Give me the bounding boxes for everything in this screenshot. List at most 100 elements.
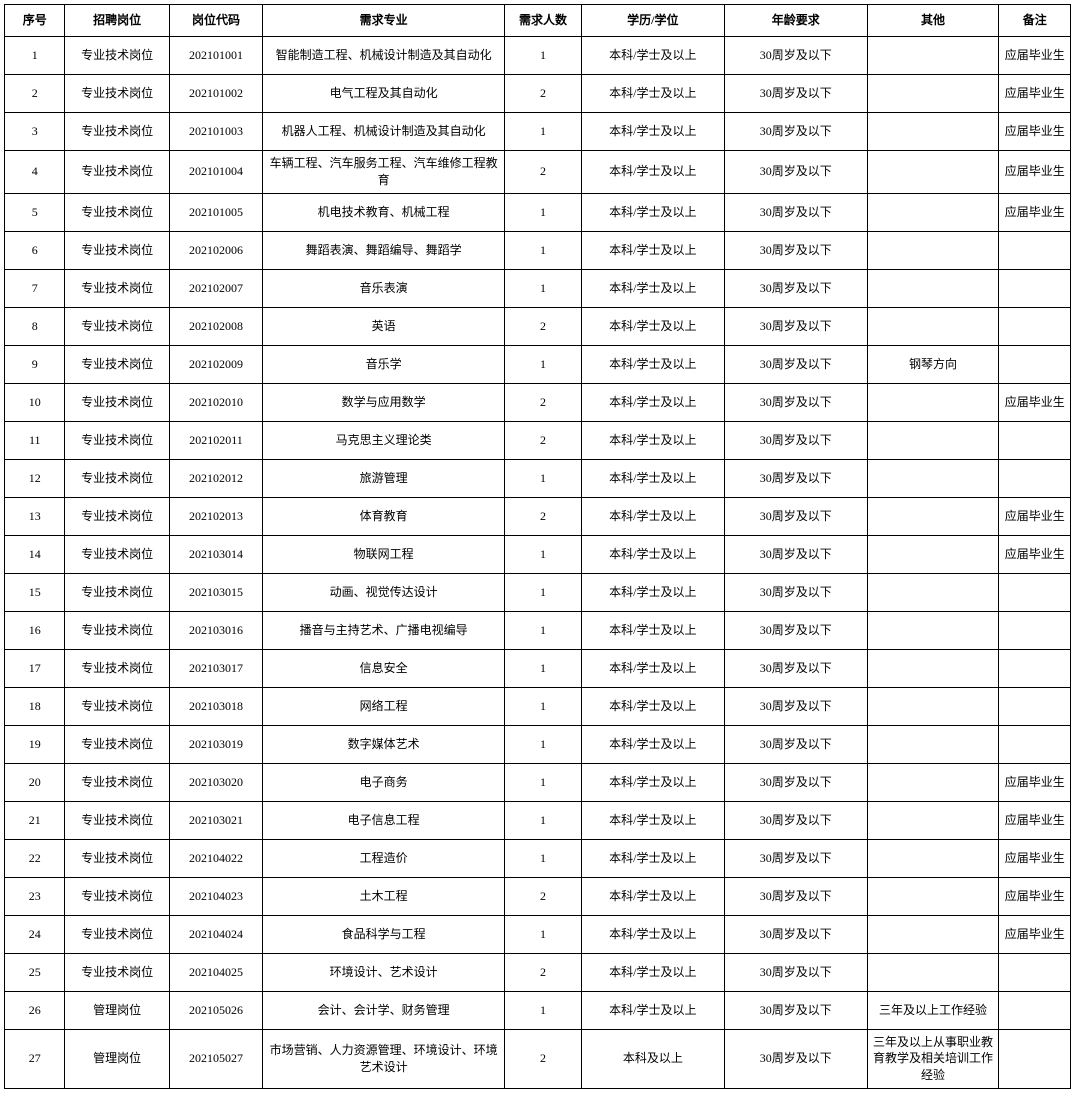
column-header: 招聘岗位	[65, 5, 169, 37]
table-cell: 本科/学士及以上	[581, 459, 724, 497]
table-row: 12专业技术岗位202102012旅游管理1本科/学士及以上30周岁及以下	[5, 459, 1071, 497]
table-cell: 专业技术岗位	[65, 649, 169, 687]
table-cell: 4	[5, 151, 65, 194]
table-cell: 专业技术岗位	[65, 953, 169, 991]
table-cell	[999, 649, 1071, 687]
table-cell: 专业技术岗位	[65, 307, 169, 345]
table-cell: 本科/学士及以上	[581, 497, 724, 535]
table-cell: 专业技术岗位	[65, 151, 169, 194]
table-cell: 1	[505, 649, 582, 687]
table-cell: 专业技术岗位	[65, 877, 169, 915]
table-cell: 本科/学士及以上	[581, 307, 724, 345]
table-cell: 202103015	[169, 573, 262, 611]
table-cell: 202103016	[169, 611, 262, 649]
table-cell: 30周岁及以下	[724, 801, 867, 839]
table-row: 13专业技术岗位202102013体育教育2本科/学士及以上30周岁及以下应届毕…	[5, 497, 1071, 535]
table-cell: 智能制造工程、机械设计制造及其自动化	[263, 37, 505, 75]
table-row: 27管理岗位202105027市场营销、人力资源管理、环境设计、环境艺术设计2本…	[5, 1029, 1071, 1088]
table-cell: 30周岁及以下	[724, 649, 867, 687]
table-cell: 舞蹈表演、舞蹈编导、舞蹈学	[263, 231, 505, 269]
table-cell: 本科/学士及以上	[581, 193, 724, 231]
table-cell: 202104022	[169, 839, 262, 877]
table-cell: 信息安全	[263, 649, 505, 687]
table-cell: 钢琴方向	[867, 345, 999, 383]
table-row: 8专业技术岗位202102008英语2本科/学士及以上30周岁及以下	[5, 307, 1071, 345]
table-cell: 应届毕业生	[999, 801, 1071, 839]
table-cell: 应届毕业生	[999, 763, 1071, 801]
table-cell: 应届毕业生	[999, 839, 1071, 877]
table-cell: 1	[505, 113, 582, 151]
table-cell	[867, 151, 999, 194]
table-cell: 1	[505, 535, 582, 573]
column-header: 备注	[999, 5, 1071, 37]
table-cell: 2	[505, 75, 582, 113]
table-cell	[867, 611, 999, 649]
table-cell: 车辆工程、汽车服务工程、汽车维修工程教育	[263, 151, 505, 194]
table-cell: 电子信息工程	[263, 801, 505, 839]
table-cell: 1	[505, 991, 582, 1029]
table-cell: 1	[505, 839, 582, 877]
table-cell: 202103020	[169, 763, 262, 801]
table-cell: 202102011	[169, 421, 262, 459]
table-cell: 专业技术岗位	[65, 459, 169, 497]
table-cell: 202102010	[169, 383, 262, 421]
table-cell: 专业技术岗位	[65, 611, 169, 649]
table-cell: 专业技术岗位	[65, 421, 169, 459]
table-cell	[867, 383, 999, 421]
table-cell: 202103014	[169, 535, 262, 573]
table-cell: 2	[505, 1029, 582, 1088]
table-cell: 专业技术岗位	[65, 345, 169, 383]
table-cell: 202101005	[169, 193, 262, 231]
table-cell: 30周岁及以下	[724, 763, 867, 801]
table-cell: 专业技术岗位	[65, 383, 169, 421]
table-cell	[999, 611, 1071, 649]
table-cell: 会计、会计学、财务管理	[263, 991, 505, 1029]
table-cell: 20	[5, 763, 65, 801]
table-cell: 动画、视觉传达设计	[263, 573, 505, 611]
table-cell: 30周岁及以下	[724, 915, 867, 953]
table-cell	[867, 535, 999, 573]
table-row: 22专业技术岗位202104022工程造价1本科/学士及以上30周岁及以下应届毕…	[5, 839, 1071, 877]
table-cell: 15	[5, 573, 65, 611]
table-cell	[999, 345, 1071, 383]
table-cell: 6	[5, 231, 65, 269]
table-cell: 30周岁及以下	[724, 193, 867, 231]
table-cell	[867, 497, 999, 535]
table-cell: 2	[505, 383, 582, 421]
table-cell: 专业技术岗位	[65, 231, 169, 269]
table-cell	[867, 877, 999, 915]
table-cell: 1	[5, 37, 65, 75]
table-cell: 30周岁及以下	[724, 1029, 867, 1088]
column-header: 需求专业	[263, 5, 505, 37]
table-cell: 专业技术岗位	[65, 839, 169, 877]
table-cell	[867, 763, 999, 801]
table-cell: 英语	[263, 307, 505, 345]
table-cell	[999, 421, 1071, 459]
table-cell: 本科/学士及以上	[581, 231, 724, 269]
column-header: 学历/学位	[581, 5, 724, 37]
table-body: 1专业技术岗位202101001智能制造工程、机械设计制造及其自动化1本科/学士…	[5, 37, 1071, 1089]
table-cell	[867, 687, 999, 725]
table-cell: 30周岁及以下	[724, 573, 867, 611]
table-cell: 本科/学士及以上	[581, 649, 724, 687]
table-cell: 14	[5, 535, 65, 573]
table-cell: 13	[5, 497, 65, 535]
recruitment-table: 序号招聘岗位岗位代码需求专业需求人数学历/学位年龄要求其他备注 1专业技术岗位2…	[4, 4, 1071, 1089]
table-cell: 专业技术岗位	[65, 37, 169, 75]
table-cell: 202102013	[169, 497, 262, 535]
table-cell: 2	[505, 497, 582, 535]
table-cell: 202102012	[169, 459, 262, 497]
table-cell: 30周岁及以下	[724, 953, 867, 991]
table-cell: 12	[5, 459, 65, 497]
table-cell: 202104023	[169, 877, 262, 915]
table-cell: 11	[5, 421, 65, 459]
table-cell: 202102006	[169, 231, 262, 269]
table-cell: 本科/学士及以上	[581, 953, 724, 991]
table-cell	[867, 193, 999, 231]
table-cell: 专业技术岗位	[65, 75, 169, 113]
table-cell: 202101003	[169, 113, 262, 151]
table-cell: 市场营销、人力资源管理、环境设计、环境艺术设计	[263, 1029, 505, 1088]
table-row: 16专业技术岗位202103016播音与主持艺术、广播电视编导1本科/学士及以上…	[5, 611, 1071, 649]
table-cell: 专业技术岗位	[65, 763, 169, 801]
table-cell: 三年及以上从事职业教育教学及相关培训工作经验	[867, 1029, 999, 1088]
